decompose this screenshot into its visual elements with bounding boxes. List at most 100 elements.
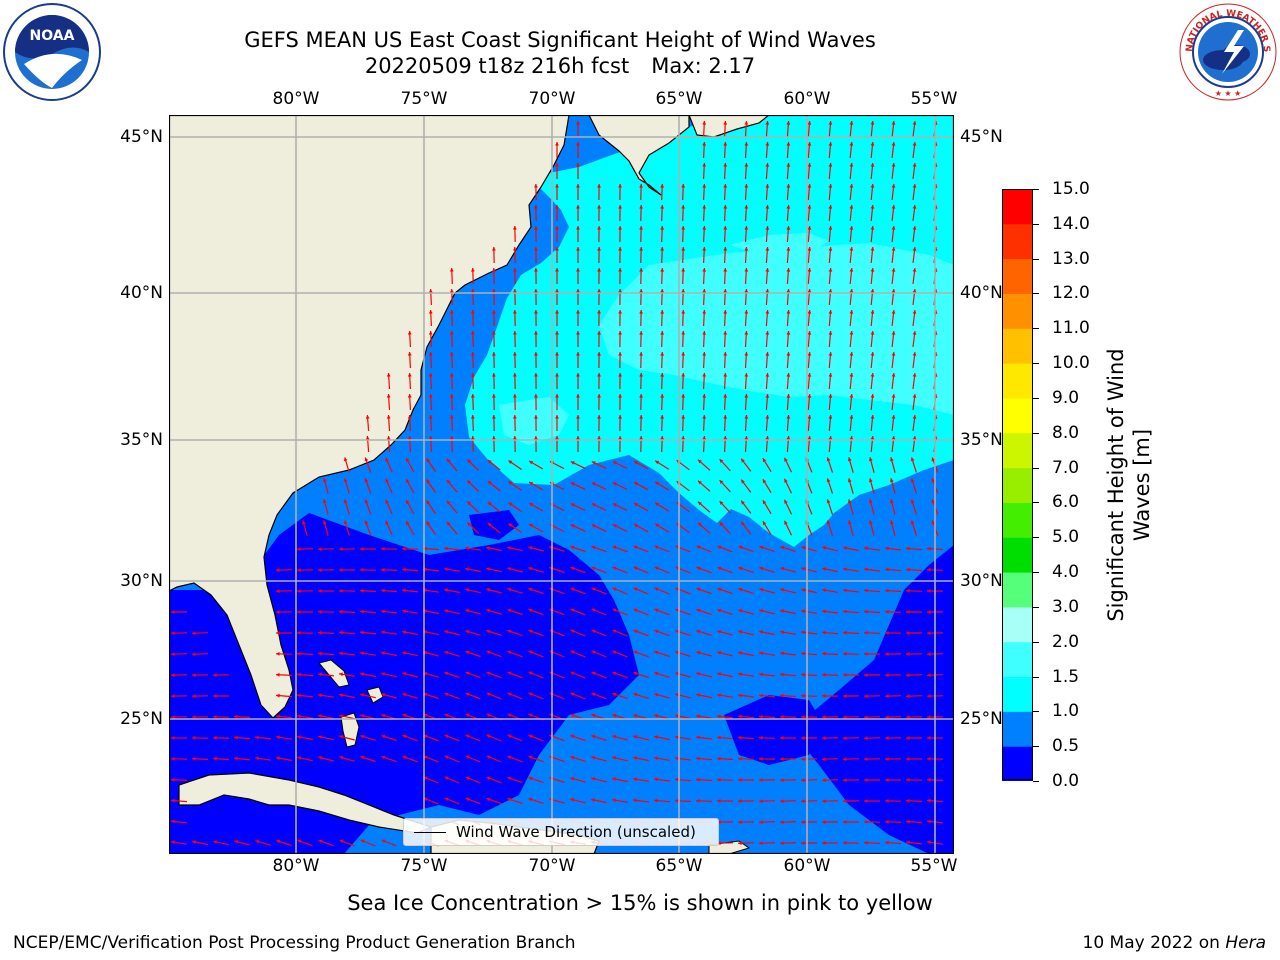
wave-direction-arrowhead — [507, 776, 512, 781]
wave-direction-arrowhead — [828, 205, 833, 209]
wave-direction-arrowhead — [381, 734, 386, 739]
wave-direction-arrowhead — [786, 226, 791, 230]
wave-direction-arrowhead — [765, 331, 770, 335]
colorbar-tick-label: 11.0 — [1052, 318, 1090, 339]
wave-direction-arrowhead — [885, 778, 889, 782]
lon-tick-top: 65°W — [655, 89, 703, 109]
wave-direction-arrowhead — [696, 756, 700, 761]
wave-direction-arrowhead — [576, 121, 580, 125]
wave-direction-arrowhead — [528, 776, 533, 781]
wave-direction-arrowhead — [213, 840, 217, 844]
wave-direction-arrowhead — [828, 142, 833, 146]
wave-direction-arrowhead — [843, 841, 847, 845]
wave-direction-arrowhead — [801, 799, 805, 804]
wave-direction-arrowhead — [570, 671, 575, 676]
wave-direction-arrowhead — [890, 478, 894, 483]
wave-direction-arrowhead — [807, 394, 812, 398]
wave-direction-arrowhead — [426, 500, 431, 505]
wave-direction-arrowhead — [276, 589, 280, 594]
wave-direction-arrowhead — [786, 394, 791, 398]
wave-direction-arrowhead — [360, 693, 364, 697]
legend-label: Wind Wave Direction (unscaled) — [456, 823, 696, 841]
wave-direction-arrowhead — [741, 521, 745, 526]
wave-direction-arrowhead — [801, 736, 805, 740]
wave-direction-arrowhead — [513, 310, 517, 314]
wave-direction-arrowhead — [528, 713, 533, 718]
wave-direction-arrowhead — [681, 268, 686, 272]
wave-direction-arrowhead — [801, 546, 806, 550]
wave-direction-arrowhead — [318, 568, 322, 572]
wave-direction-arrowhead — [891, 247, 896, 251]
wave-direction-arrowhead — [744, 373, 749, 377]
wave-direction-arrowhead — [407, 394, 412, 398]
wave-direction-arrowhead — [570, 755, 575, 760]
wave-direction-arrowhead — [612, 524, 617, 528]
wave-direction-arrowhead — [912, 205, 917, 209]
wave-direction-arrowhead — [529, 461, 534, 465]
wave-direction-arrowhead — [738, 735, 742, 740]
wave-direction-arrowhead — [910, 457, 915, 462]
wave-direction-arrowhead — [618, 352, 622, 356]
wave-direction-arrowhead — [444, 630, 449, 634]
wave-direction-arrowhead — [213, 756, 217, 761]
wave-direction-arrowhead — [870, 394, 875, 398]
wave-direction-arrowhead — [297, 756, 301, 760]
wave-direction-arrowhead — [528, 629, 533, 634]
wave-direction-arrowhead — [470, 373, 475, 377]
colorbar-tick-mark — [1033, 502, 1039, 504]
wave-direction-arrowhead — [612, 566, 617, 571]
wave-direction-arrowhead — [717, 756, 721, 761]
footer-date: 10 May 2022 on Hera — [1083, 933, 1267, 953]
title-line: GEFS MEAN US East Coast Significant Heig… — [244, 28, 876, 52]
wave-direction-arrowhead — [534, 352, 538, 356]
wave-direction-arrowhead — [660, 352, 665, 356]
wave-direction-arrowhead — [801, 778, 805, 783]
wave-direction-arrowhead — [744, 310, 749, 314]
wave-direction-arrowhead — [360, 714, 365, 718]
colorbar-tick-mark — [1033, 746, 1039, 748]
wave-direction-arrowhead — [744, 268, 749, 272]
wave-direction-arrowhead — [297, 631, 301, 635]
wave-direction-arrowhead — [869, 520, 873, 525]
wave-direction-arrowhead — [591, 756, 596, 760]
wave-direction-arrowhead — [765, 121, 770, 125]
wave-direction-arrowhead — [428, 310, 433, 314]
wave-direction-arrowhead — [492, 352, 496, 356]
wave-direction-arrowhead — [864, 778, 868, 782]
wave-direction-arrowhead — [849, 310, 854, 314]
wave-direction-arrowhead — [864, 609, 868, 614]
colorbar-band — [1002, 467, 1033, 503]
wave-direction-arrowhead — [744, 121, 749, 125]
wave-direction-arrowhead — [364, 520, 369, 525]
wave-direction-arrowhead — [717, 799, 721, 803]
wave-direction-arrowhead — [786, 142, 791, 146]
wave-direction-arrowhead — [513, 415, 517, 419]
wave-direction-arrowhead — [570, 734, 575, 739]
wave-direction-arrowhead — [449, 394, 454, 398]
wave-direction-arrowhead — [339, 693, 343, 698]
wave-direction-arrowhead — [465, 755, 470, 760]
wave-direction-arrowhead — [822, 736, 826, 740]
wave-direction-arrowhead — [576, 226, 580, 230]
wave-direction-arrowhead — [870, 289, 875, 293]
noaa-logo-text: NOAA — [30, 28, 75, 44]
wave-direction-arrowhead — [576, 331, 580, 335]
wave-direction-arrowhead — [801, 841, 805, 845]
wave-direction-arrowhead — [927, 652, 931, 657]
wave-direction-arrowhead — [786, 331, 791, 335]
wave-direction-arrowhead — [486, 608, 491, 613]
colorbar-tick-mark — [1033, 328, 1039, 330]
legend-line-symbol — [414, 832, 446, 833]
wave-direction-arrowhead — [318, 714, 322, 719]
wave-direction-arrowhead — [696, 587, 701, 592]
wave-direction-arrowhead — [591, 524, 596, 528]
wave-direction-arrowhead — [780, 630, 784, 635]
wave-direction-arrowhead — [723, 415, 728, 419]
wave-direction-arrowhead — [765, 310, 770, 314]
wave-direction-arrowhead — [486, 713, 491, 718]
wave-direction-arrowhead — [765, 205, 770, 209]
wave-direction-arrowhead — [906, 673, 910, 678]
wave-direction-arrowhead — [402, 672, 407, 676]
wave-direction-arrowhead — [738, 609, 743, 613]
wave-direction-arrowhead — [276, 735, 280, 740]
